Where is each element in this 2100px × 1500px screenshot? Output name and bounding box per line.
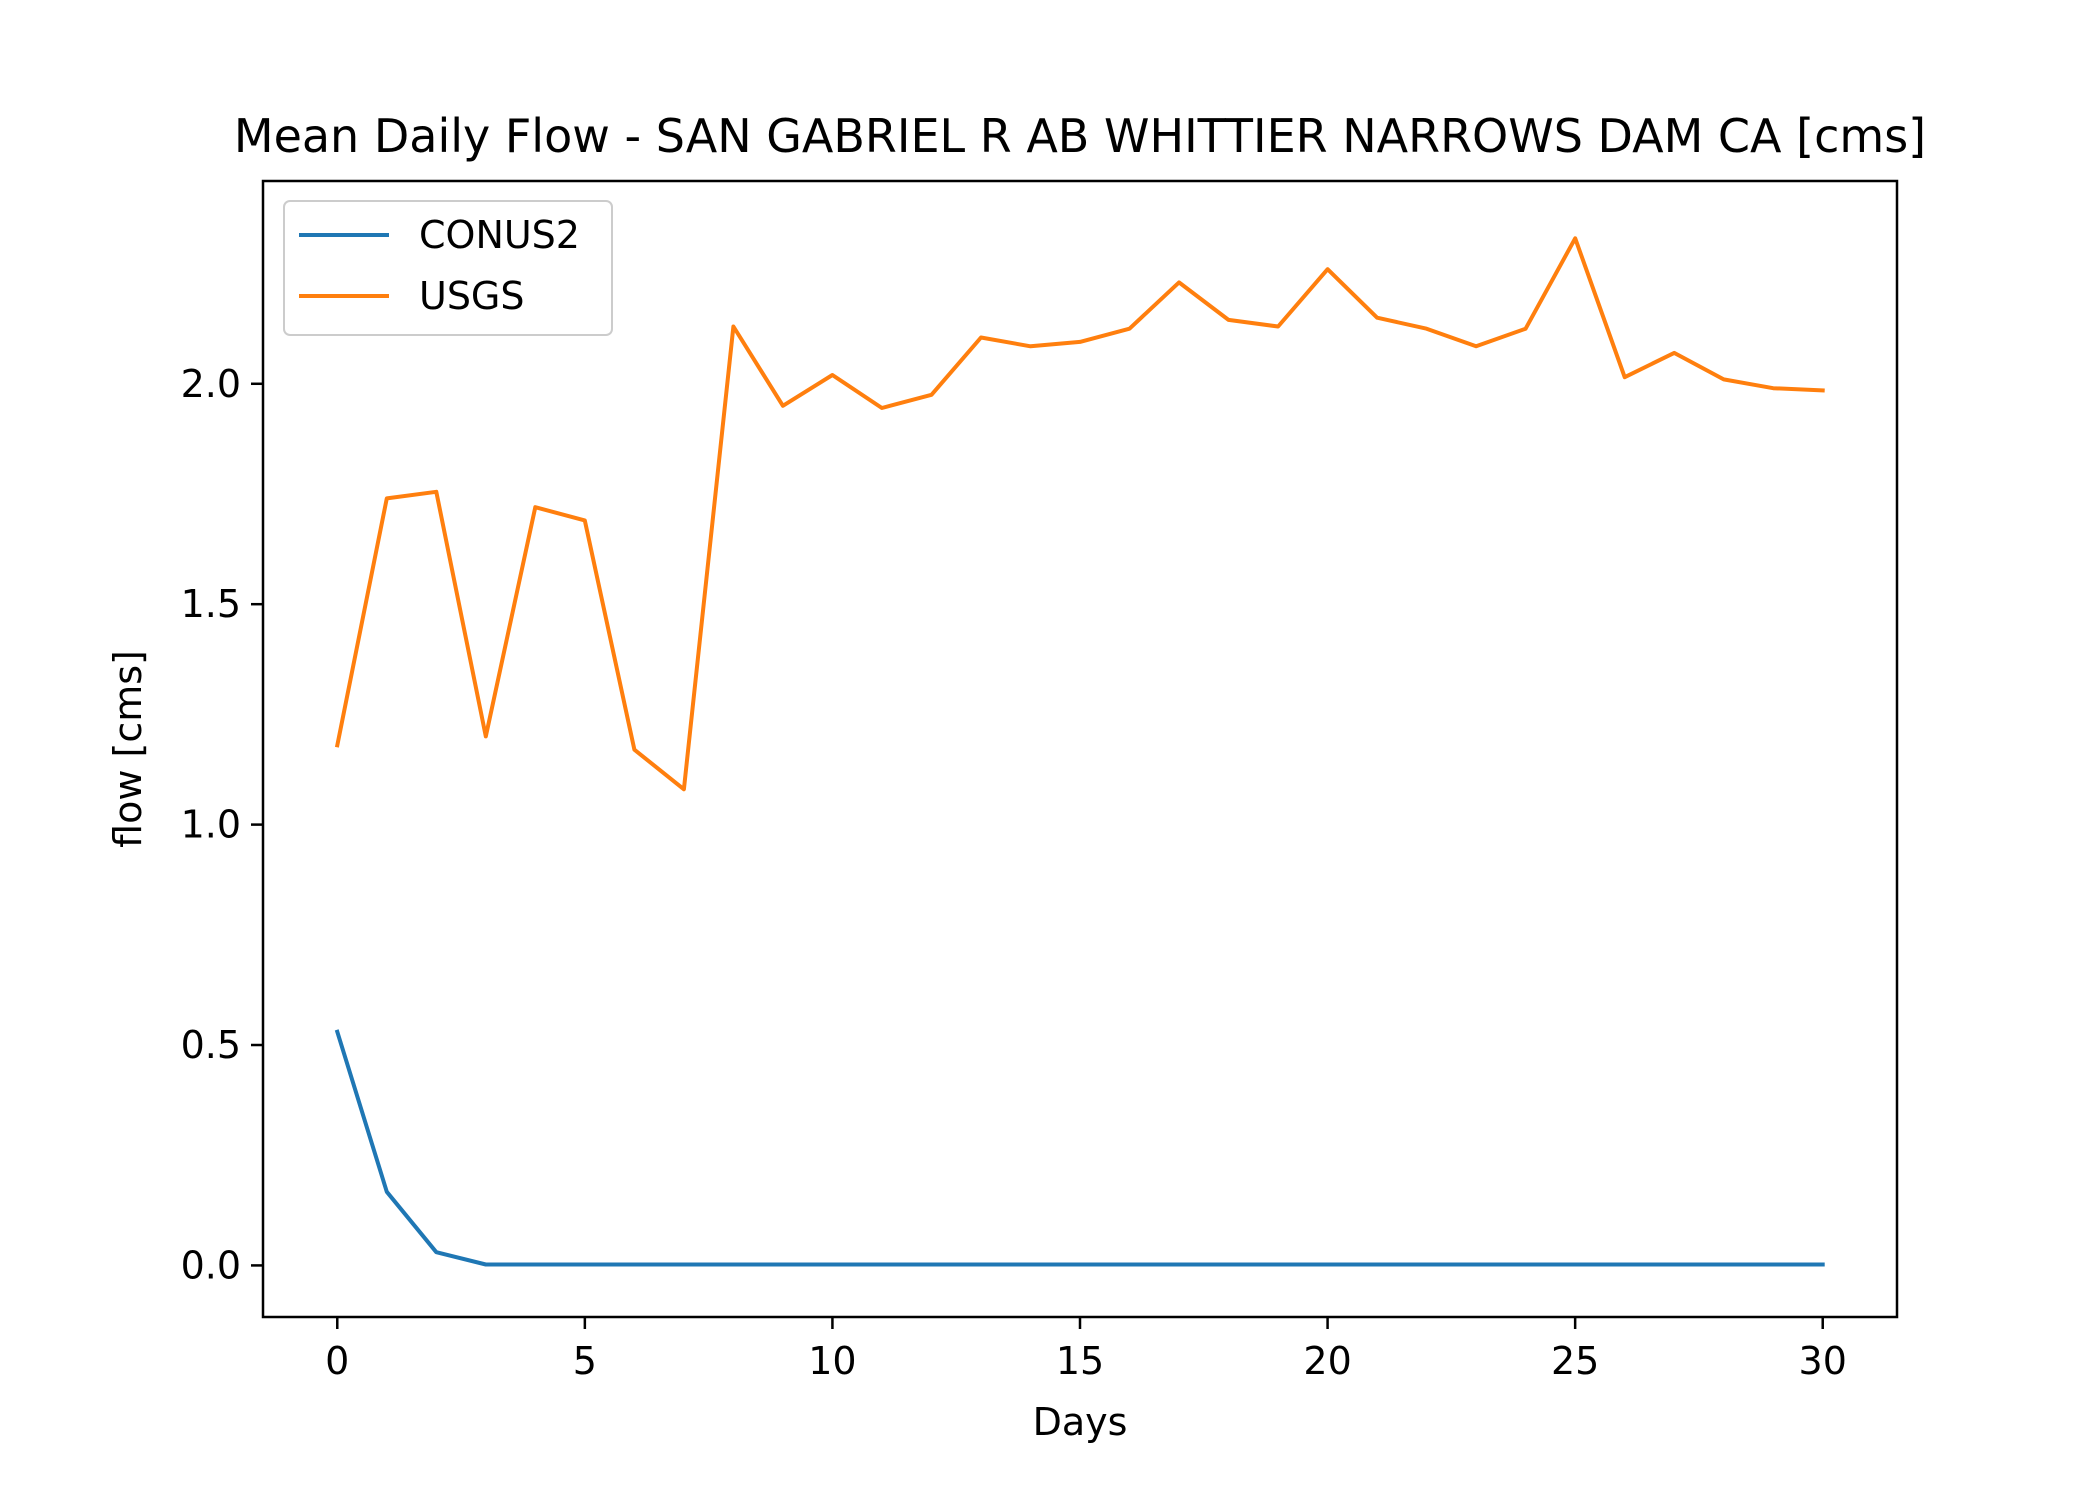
y-tick-label: 1.5 <box>181 582 241 626</box>
series-line-conus2 <box>334 1029 1825 1267</box>
y-axis-ticks: 0.0 0.5 1.0 1.5 2.0 <box>181 362 263 1287</box>
y-axis-label: flow [cms] <box>106 650 150 848</box>
x-axis-label: Days <box>1033 1400 1128 1444</box>
x-tick-label: 5 <box>573 1339 597 1383</box>
x-tick-label: 10 <box>808 1339 856 1383</box>
series-layer <box>334 236 1825 1267</box>
x-tick-label: 20 <box>1303 1339 1351 1383</box>
legend-label-usgs: USGS <box>419 274 525 318</box>
x-axis-ticks: 0 5 10 15 20 25 30 <box>325 1317 1847 1383</box>
x-tick-label: 0 <box>325 1339 349 1383</box>
y-tick-label: 0.5 <box>181 1023 241 1067</box>
x-tick-label: 25 <box>1551 1339 1599 1383</box>
x-tick-label: 15 <box>1056 1339 1104 1383</box>
y-tick-label: 2.0 <box>181 362 241 406</box>
legend: CONUS2 USGS <box>283 200 613 336</box>
y-tick-label: 0.0 <box>181 1243 241 1287</box>
chart-title: Mean Daily Flow - SAN GABRIEL R AB WHITT… <box>234 109 1926 163</box>
legend-label-conus2: CONUS2 <box>419 213 580 257</box>
plot-area <box>261 179 1899 1319</box>
series-line-usgs <box>334 236 1825 792</box>
x-tick-label: 30 <box>1799 1339 1847 1383</box>
y-tick-label: 1.0 <box>181 803 241 847</box>
